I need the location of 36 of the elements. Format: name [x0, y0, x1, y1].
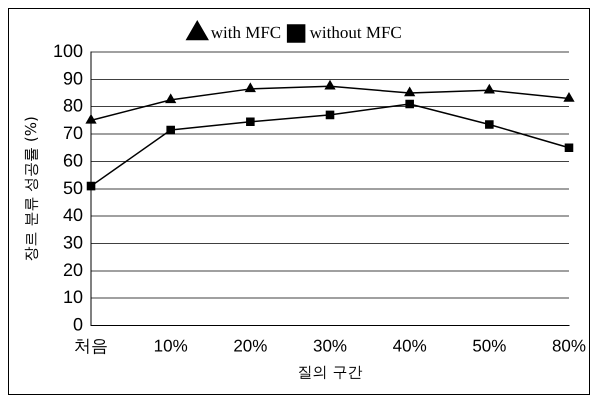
- x-axis-title: 질의 구간: [298, 362, 362, 381]
- legend-label: without MFC: [310, 22, 402, 42]
- point: [166, 126, 175, 134]
- point: [86, 182, 96, 190]
- y-tick-label: 10: [63, 287, 84, 308]
- point: [485, 120, 494, 129]
- y-tick-label: 50: [63, 178, 84, 198]
- y-tick-label: 70: [63, 123, 84, 144]
- point: [404, 87, 415, 96]
- point: [484, 84, 494, 94]
- y-tick-label: 20: [63, 260, 84, 280]
- x-tick-label: 20%: [233, 336, 268, 356]
- y-tick-label: 30: [63, 232, 84, 252]
- x-tick-label: 처음: [74, 336, 108, 356]
- y-tick-label: 0: [73, 314, 84, 335]
- y-tick-label: 40: [63, 205, 84, 226]
- y-tick-label: 60: [63, 150, 84, 170]
- y-tick-label: 100: [52, 40, 84, 61]
- y-tick-label: 90: [63, 68, 84, 88]
- point: [326, 110, 334, 120]
- point: [405, 100, 414, 108]
- legend-label: with MFC: [210, 22, 282, 42]
- point: [564, 143, 574, 152]
- point: [324, 80, 336, 90]
- x-tick-label: 80%: [552, 336, 586, 356]
- x-tick-label: 50%: [472, 336, 506, 356]
- point: [564, 92, 574, 102]
- x-tick-label: 10%: [154, 336, 188, 356]
- point: [246, 117, 255, 126]
- x-tick-label: 40%: [392, 336, 427, 356]
- point: [86, 114, 96, 124]
- x-tick-label: 30%: [312, 336, 348, 356]
- point: [166, 94, 176, 104]
- y-tick-label: 80: [63, 96, 84, 116]
- point: [245, 83, 256, 92]
- y-axis-title: 장르 분류 성공률 (%): [22, 116, 40, 262]
